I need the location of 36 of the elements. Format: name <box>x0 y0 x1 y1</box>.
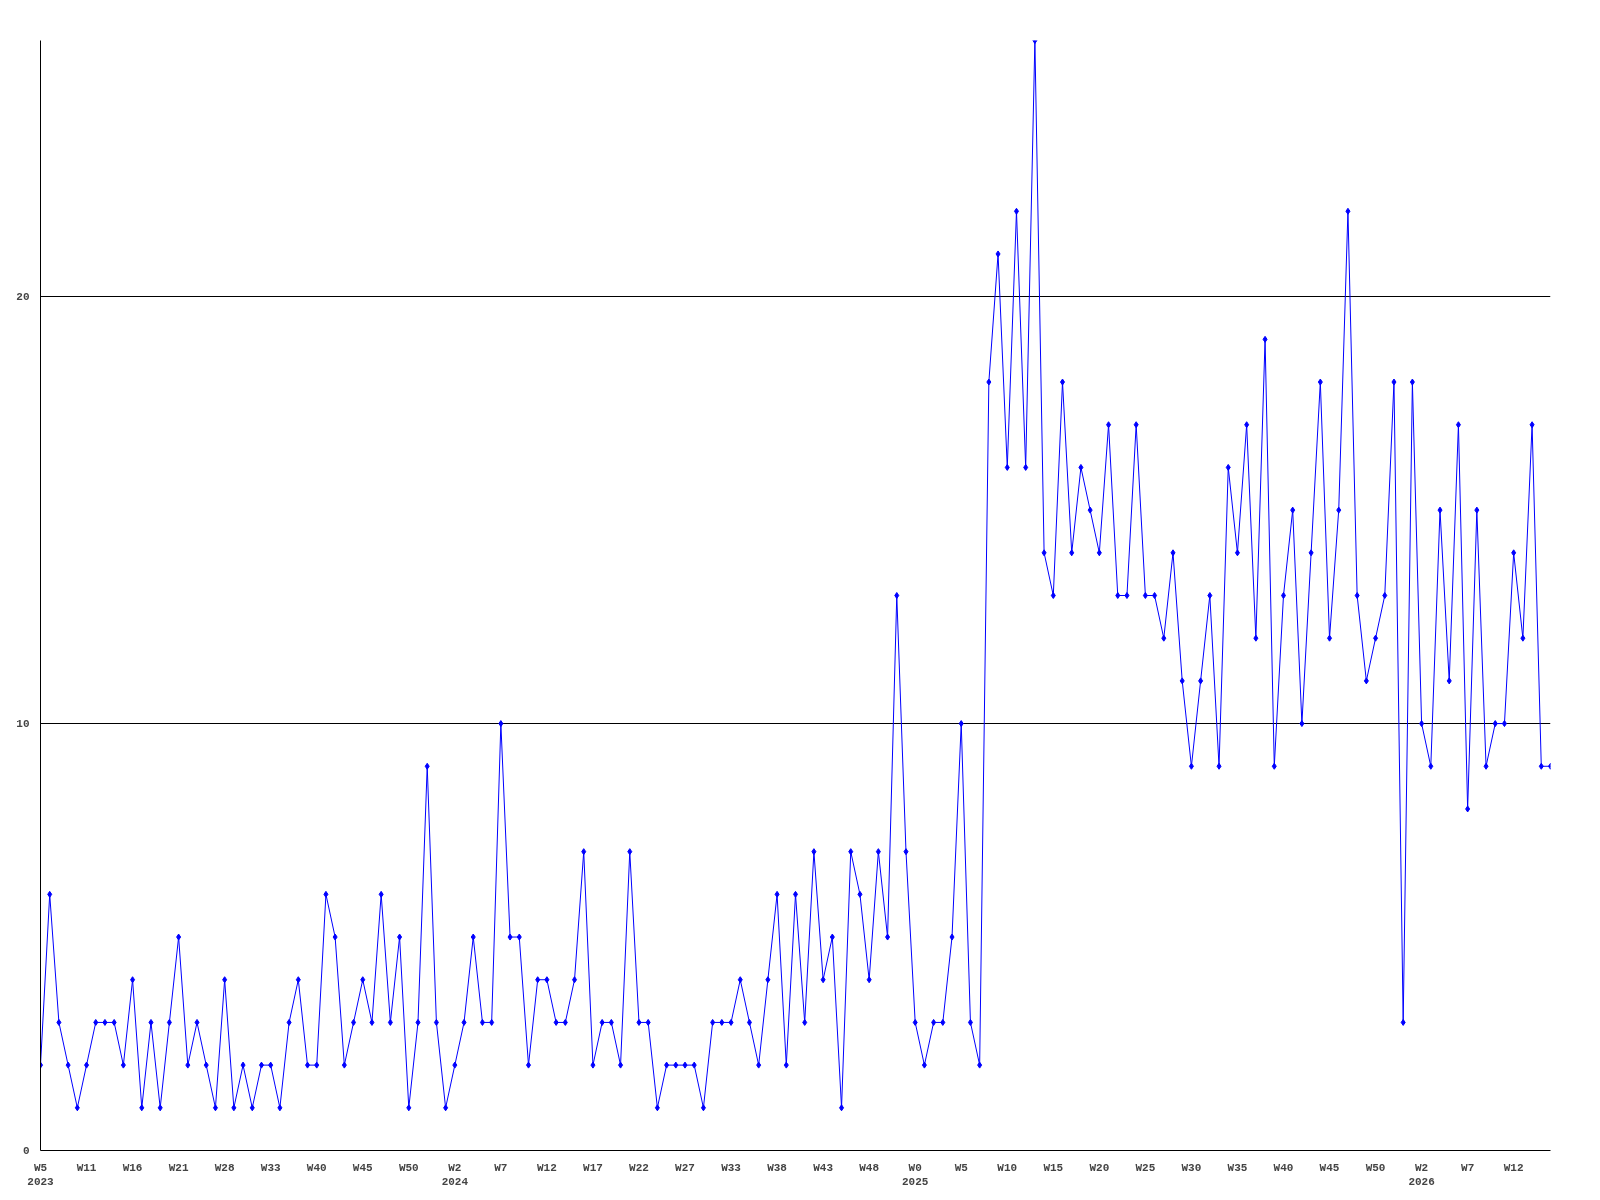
x-tick-label: W27 <box>675 1161 695 1174</box>
x-tick-label: W17 <box>583 1161 603 1174</box>
y-tick-label: 0 <box>22 1145 30 1157</box>
x-tick-label: W12 <box>537 1161 557 1174</box>
x-tick-label: W5 <box>954 1161 969 1174</box>
x-tick-label: W45 <box>1319 1161 1340 1174</box>
x-tick-label: W12 <box>1503 1161 1524 1174</box>
y-tick-label: 10 <box>16 718 30 731</box>
x-tick-label: W50 <box>398 1161 419 1174</box>
x-tick-label: W20 <box>1089 1161 1110 1174</box>
x-tick-label: W43 <box>813 1161 834 1174</box>
x-tick-label: W5 2023 <box>27 1161 55 1188</box>
x-tick-label: W35 <box>1227 1161 1248 1174</box>
x-tick-label: W33 <box>260 1161 281 1174</box>
x-tick-label: W0 2025 <box>901 1161 929 1188</box>
x-tick-label: W33 <box>721 1161 742 1174</box>
x-tick-label: W21 <box>168 1161 189 1174</box>
x-tick-label: W7 <box>1461 1161 1475 1174</box>
x-tick-label: W11 <box>76 1161 97 1174</box>
x-tick-label: W50 <box>1365 1161 1386 1174</box>
x-tick-label: W7 <box>494 1161 508 1174</box>
x-tick-label: W40 <box>1273 1161 1294 1174</box>
x-tick-label: W15 <box>1043 1161 1064 1174</box>
x-tick-label: W48 <box>859 1161 880 1174</box>
x-tick-label: W16 <box>122 1161 143 1174</box>
x-tick-label: W28 <box>214 1161 235 1174</box>
x-tick-label: W45 <box>352 1161 374 1174</box>
x-tick-label: W38 <box>767 1161 788 1174</box>
x-tick-label: W10 <box>997 1161 1018 1174</box>
x-tick-label: W25 <box>1135 1161 1156 1174</box>
x-tick-label: W40 <box>306 1161 327 1174</box>
x-tick-label: W2 2026 <box>1408 1161 1435 1188</box>
x-tick-label: W2 2024 <box>441 1161 469 1188</box>
x-tick-label: W30 <box>1181 1161 1202 1174</box>
x-tick-label: W22 <box>629 1161 649 1174</box>
y-tick-label: 20 <box>16 291 30 304</box>
